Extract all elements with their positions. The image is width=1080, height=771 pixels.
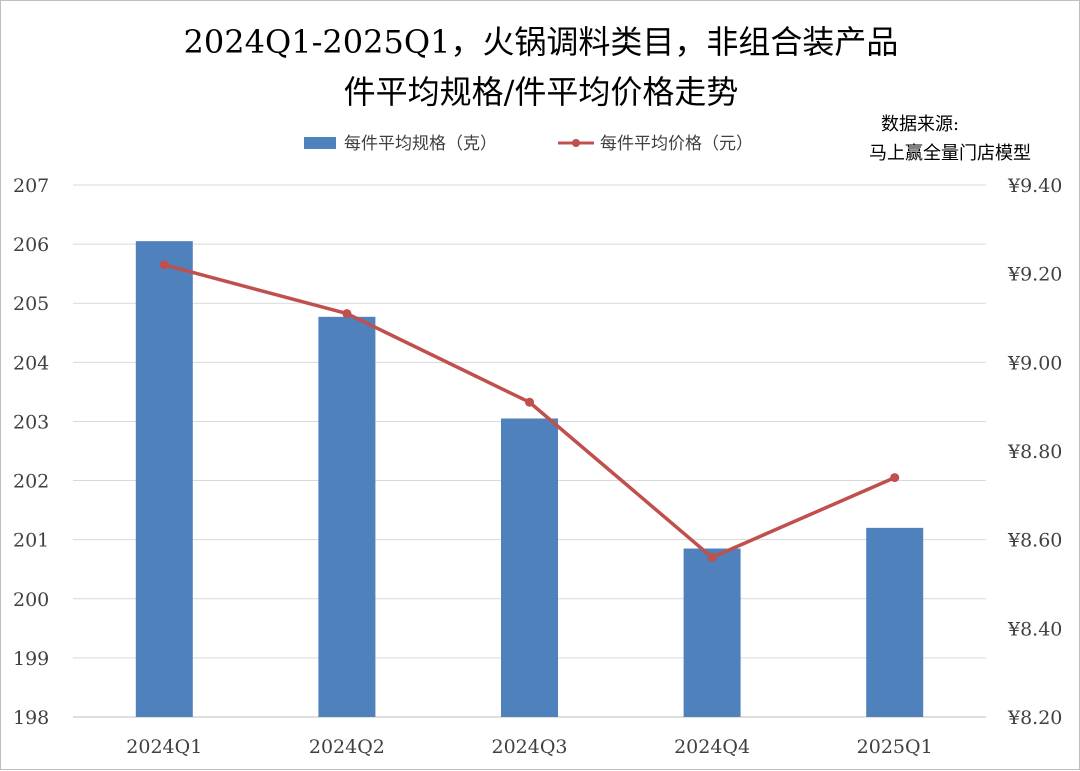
legend-line-label: 每件平均价格（元）	[600, 134, 753, 154]
x-tick-label: 2025Q1	[857, 736, 933, 758]
left-tick-label: 200	[13, 589, 49, 611]
left-tick-label: 203	[13, 411, 49, 433]
right-axis: ¥8.20 ¥8.40 ¥8.60 ¥8.80 ¥9.00 ¥9.20 ¥9.40	[1007, 175, 1062, 729]
left-tick-label: 206	[13, 234, 49, 256]
bar-2025Q1	[866, 527, 924, 717]
bar-2024Q1	[135, 241, 193, 717]
chart-title-line2: 件平均规格/件平均价格走势	[344, 73, 739, 111]
x-tick-label: 2024Q2	[309, 736, 385, 758]
x-tick-label: 2024Q1	[126, 736, 202, 758]
right-tick-label: ¥9.20	[1007, 264, 1062, 286]
legend: 每件平均规格（克） 每件平均价格（元）	[304, 134, 753, 154]
x-tick-label: 2024Q4	[674, 736, 750, 758]
chart-title-line1: 2024Q1-2025Q1，火锅调料类目，非组合装产品	[184, 23, 899, 61]
left-tick-label: 205	[13, 293, 49, 315]
bar-2024Q3	[501, 418, 558, 717]
x-tick-label: 2024Q3	[491, 736, 567, 758]
legend-line-marker	[572, 139, 580, 147]
left-tick-label: 199	[13, 648, 49, 670]
right-tick-label: ¥8.60	[1007, 530, 1062, 552]
price-point-2024Q1	[159, 260, 169, 270]
price-point-2025Q1	[890, 473, 900, 483]
right-tick-label: ¥8.80	[1007, 441, 1062, 463]
right-tick-label: ¥9.00	[1007, 352, 1062, 374]
left-tick-label: 201	[13, 530, 49, 552]
legend-bar-label: 每件平均规格（克）	[344, 134, 497, 154]
right-tick-label: ¥8.40	[1007, 618, 1062, 640]
source-label: 数据来源:	[881, 114, 959, 135]
left-tick-label: 202	[13, 471, 49, 493]
right-tick-label: ¥8.20	[1007, 707, 1062, 729]
price-point-2024Q3	[525, 397, 534, 407]
x-axis: 2024Q1 2024Q2 2024Q3 2024Q4 2025Q1	[126, 736, 932, 758]
right-tick-label: ¥9.40	[1007, 175, 1062, 197]
bar-series	[135, 241, 924, 717]
left-tick-label: 198	[13, 707, 49, 729]
price-point-2024Q4	[707, 552, 717, 562]
left-tick-label: 204	[13, 352, 49, 374]
line-series	[159, 260, 900, 562]
bar-2024Q4	[683, 548, 741, 717]
legend-bar-swatch	[304, 137, 336, 149]
left-tick-label: 207	[13, 175, 49, 197]
source-name: 马上赢全量门店模型	[869, 142, 1031, 164]
bar-2024Q2	[318, 316, 376, 717]
price-point-2024Q2	[342, 309, 352, 319]
left-axis: 198 199 200 201 202 203 204 205 206 207	[13, 175, 49, 729]
